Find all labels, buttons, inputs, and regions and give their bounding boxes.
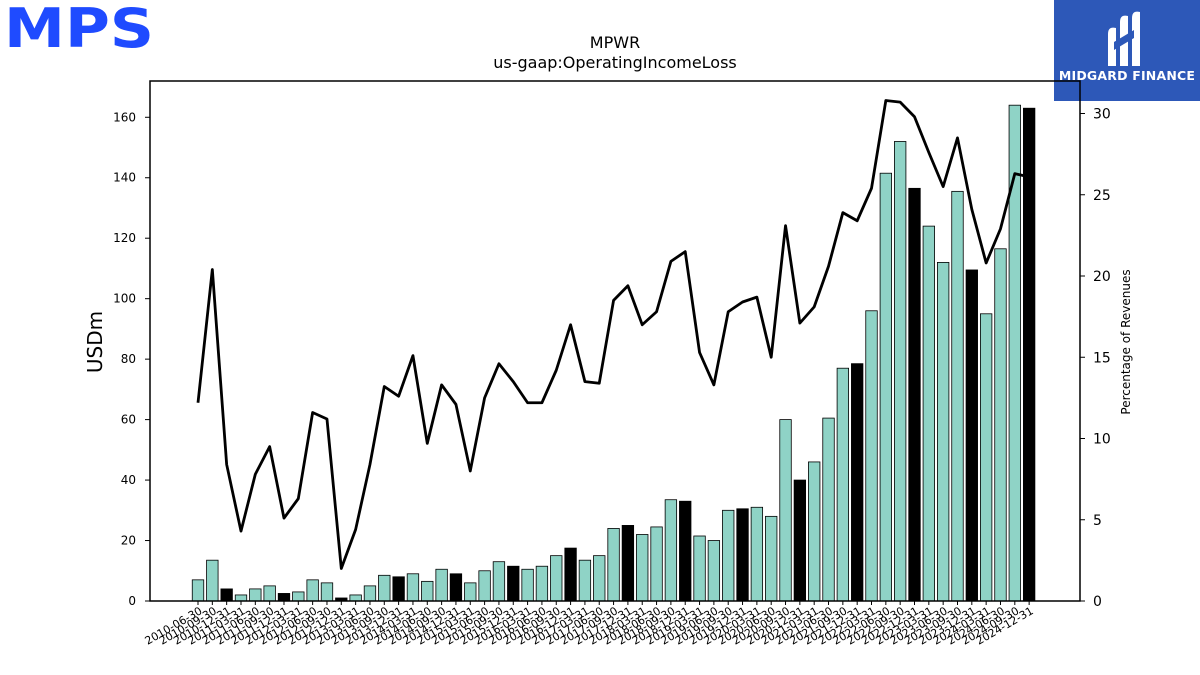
y2-tick-label: 15 bbox=[1093, 350, 1111, 366]
bar-2011-03-31 bbox=[234, 594, 248, 602]
bar-2024-06-30 bbox=[994, 248, 1007, 602]
bar-2013-06-30 bbox=[363, 585, 377, 602]
y-tick-label: 80 bbox=[121, 352, 136, 366]
percentage-line bbox=[196, 99, 1030, 570]
bar-2012-06-30 bbox=[306, 579, 319, 602]
line-series bbox=[196, 99, 1030, 570]
bar-series bbox=[191, 104, 1036, 602]
bar-2011-12-31 bbox=[277, 593, 291, 602]
bar-2016-06-30 bbox=[535, 565, 549, 602]
y-tick-label: 0 bbox=[128, 594, 136, 608]
y-axis-label: USDm bbox=[83, 311, 107, 373]
bar-2023-09-30 bbox=[951, 190, 964, 602]
midgard-finance-logo: MIDGARD FINANCE bbox=[1054, 0, 1200, 101]
bar-2010-09-30 bbox=[206, 559, 219, 602]
bar-2015-03-31 bbox=[464, 582, 477, 602]
bar-2019-06-30 bbox=[707, 540, 721, 602]
bar-2010-06-30 bbox=[191, 579, 205, 602]
bar-2021-09-30 bbox=[836, 367, 849, 602]
bar-2017-09-30 bbox=[607, 528, 620, 602]
bar-2024-12-31 bbox=[1022, 107, 1036, 602]
chart-subtitle: us-gaap:OperatingIncomeLoss bbox=[493, 53, 737, 72]
bar-2016-12-31 bbox=[564, 547, 577, 602]
bar-2010-12-31 bbox=[220, 588, 233, 602]
y2-tick-label: 0 bbox=[1093, 594, 1102, 610]
bar-2013-09-30 bbox=[378, 574, 391, 602]
y2-tick-label: 30 bbox=[1093, 107, 1111, 123]
bar-2015-12-31 bbox=[507, 565, 520, 602]
y2-tick-label: 25 bbox=[1093, 188, 1111, 204]
y-tick-label: 60 bbox=[121, 413, 136, 427]
bar-2014-09-30 bbox=[435, 568, 448, 602]
bar-2022-06-30 bbox=[879, 172, 892, 602]
plot-frame bbox=[149, 80, 1081, 602]
bar-2020-09-30 bbox=[779, 419, 792, 602]
bar-2019-03-31 bbox=[693, 535, 706, 602]
bar-2014-06-30 bbox=[421, 580, 434, 602]
x-axis-ticks: 2010-06-302010-09-302010-12-312011-03-31… bbox=[143, 601, 1036, 648]
bar-2017-06-30 bbox=[593, 555, 606, 602]
bar-2015-06-30 bbox=[478, 570, 491, 602]
bar-2016-09-30 bbox=[550, 555, 563, 602]
bar-2023-12-31 bbox=[965, 269, 978, 602]
bar-2020-06-30 bbox=[765, 515, 778, 602]
y2-tick-label: 20 bbox=[1093, 269, 1111, 285]
bar-2013-12-31 bbox=[392, 576, 405, 602]
bar-2012-03-31 bbox=[292, 591, 305, 602]
bar-2015-09-30 bbox=[492, 561, 506, 602]
bar-2021-03-31 bbox=[808, 461, 821, 602]
bar-2019-09-30 bbox=[722, 509, 735, 602]
bar-2018-09-30 bbox=[664, 499, 678, 602]
bar-2023-06-30 bbox=[937, 261, 950, 602]
y2-tick-label: 10 bbox=[1093, 432, 1111, 448]
y2-tick-label: 5 bbox=[1093, 513, 1102, 529]
bar-2022-09-30 bbox=[894, 141, 907, 602]
bar-2020-03-31 bbox=[750, 506, 764, 602]
midgard-finance-brand-text: MIDGARD FINANCE bbox=[1058, 68, 1196, 83]
bar-2017-12-31 bbox=[621, 525, 635, 602]
y-tick-label: 100 bbox=[113, 292, 136, 306]
bar-2020-12-31 bbox=[793, 479, 807, 602]
midgard-m-logo-icon bbox=[1108, 11, 1140, 67]
bar-2018-12-31 bbox=[679, 500, 692, 602]
bar-2022-03-31 bbox=[865, 310, 878, 602]
chart-title: MPWR bbox=[589, 33, 641, 52]
bar-2014-12-31 bbox=[449, 573, 463, 602]
y-tick-label: 20 bbox=[121, 534, 136, 548]
bar-2023-03-31 bbox=[922, 225, 935, 602]
y-tick-label: 160 bbox=[113, 110, 136, 124]
axes bbox=[149, 80, 1081, 602]
bar-2024-09-30 bbox=[1008, 104, 1021, 602]
bar-2014-03-31 bbox=[406, 573, 420, 602]
y-tick-label: 140 bbox=[113, 171, 136, 185]
bar-2016-03-31 bbox=[521, 568, 534, 602]
bar-2018-06-30 bbox=[650, 526, 663, 602]
y2-axis-ticks: 0 5 10 15 20 25 30 bbox=[1080, 107, 1111, 610]
y-tick-label: 40 bbox=[121, 473, 136, 487]
bar-2018-03-31 bbox=[636, 534, 649, 602]
bar-2011-09-30 bbox=[263, 585, 276, 602]
bar-2021-12-31 bbox=[851, 363, 864, 602]
y-axis-ticks: 0 20 40 60 80 100 120 140 160 bbox=[113, 110, 150, 608]
bar-2013-03-31 bbox=[349, 594, 362, 602]
bar-2019-12-31 bbox=[736, 508, 749, 602]
bar-2011-06-30 bbox=[249, 588, 262, 602]
bar-2012-09-30 bbox=[320, 582, 334, 602]
bar-2021-06-30 bbox=[822, 417, 835, 602]
mps-logo: MPS bbox=[4, 0, 154, 60]
bar-2022-12-31 bbox=[908, 187, 921, 602]
bar-2024-03-31 bbox=[980, 313, 993, 602]
y2-axis-label: Percentage of Revenues bbox=[1119, 269, 1133, 414]
y-tick-label: 120 bbox=[113, 231, 136, 245]
bar-2017-03-31 bbox=[578, 559, 592, 602]
